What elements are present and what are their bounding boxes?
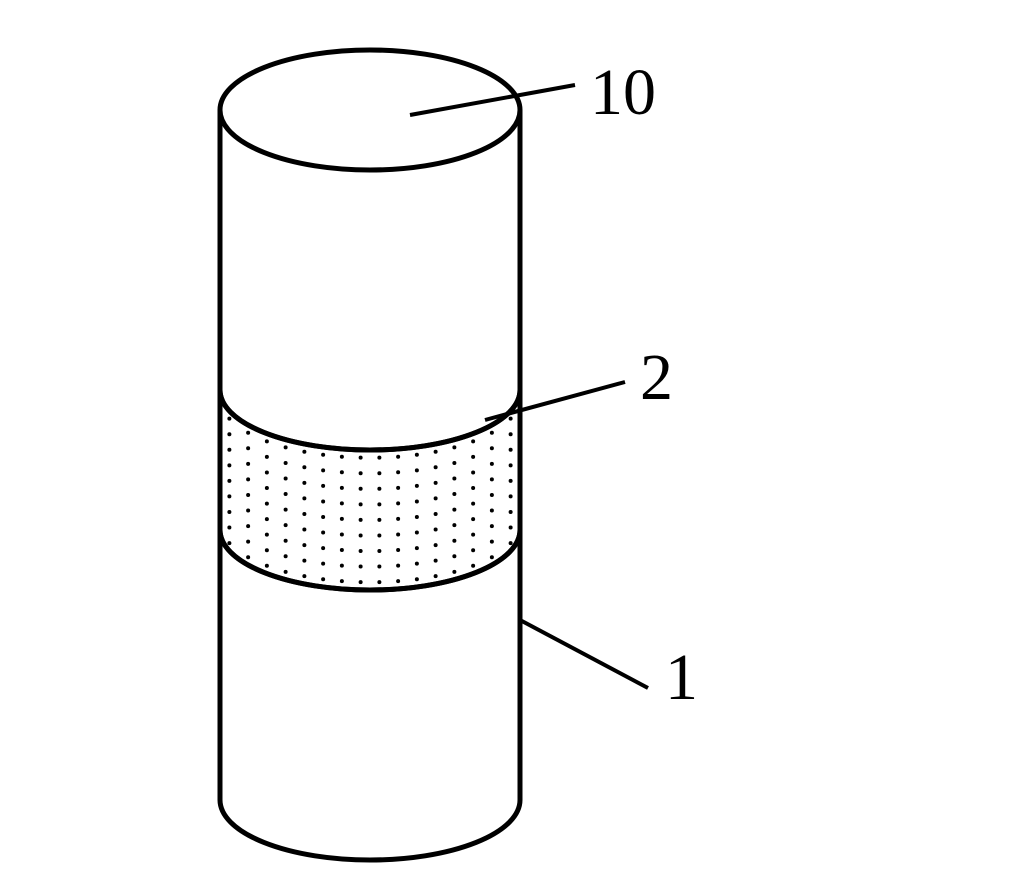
- callout-label-2: 2: [640, 340, 673, 416]
- cylinder-diagram: [0, 0, 1027, 881]
- callout-label-1: 1: [665, 640, 698, 716]
- callout-label-10: 10: [590, 55, 656, 131]
